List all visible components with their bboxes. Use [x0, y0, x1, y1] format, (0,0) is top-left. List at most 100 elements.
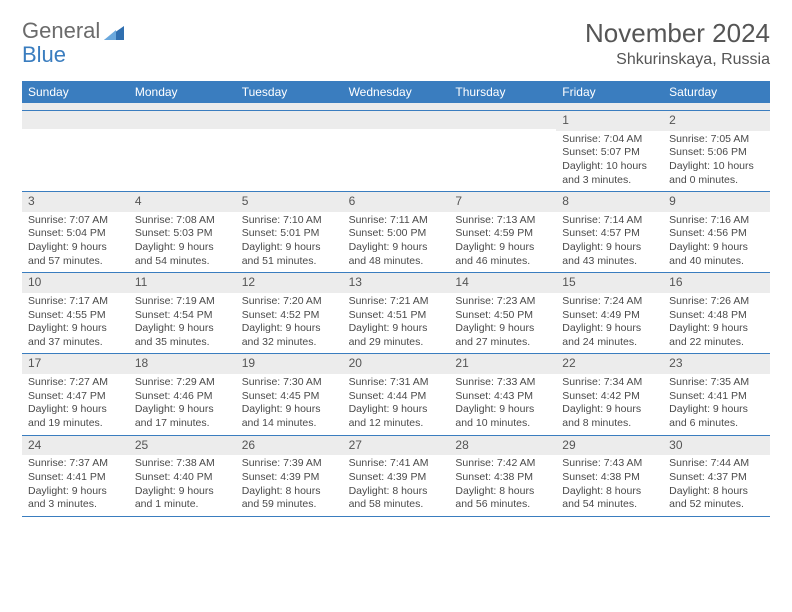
sunrise-text: Sunrise: 7:21 AM — [349, 295, 444, 309]
calendar-day-header: SundayMondayTuesdayWednesdayThursdayFrid… — [22, 81, 770, 103]
sunrise-text: Sunrise: 7:16 AM — [669, 214, 764, 228]
day-number: 26 — [236, 436, 343, 456]
day-body: Sunrise: 7:44 AMSunset: 4:37 PMDaylight:… — [663, 455, 770, 516]
day-body: Sunrise: 7:27 AMSunset: 4:47 PMDaylight:… — [22, 374, 129, 435]
calendar-cell: 25Sunrise: 7:38 AMSunset: 4:40 PMDayligh… — [129, 436, 236, 516]
empty-day-number — [236, 111, 343, 129]
sunset-text: Sunset: 4:46 PM — [135, 390, 230, 404]
daylight-text: Daylight: 9 hours and 3 minutes. — [28, 485, 123, 512]
calendar-cell: 29Sunrise: 7:43 AMSunset: 4:38 PMDayligh… — [556, 436, 663, 516]
day-number: 3 — [22, 192, 129, 212]
day-header-cell: Monday — [129, 81, 236, 103]
day-number: 11 — [129, 273, 236, 293]
sunset-text: Sunset: 4:57 PM — [562, 227, 657, 241]
calendar-cell: 2Sunrise: 7:05 AMSunset: 5:06 PMDaylight… — [663, 111, 770, 191]
empty-day-number — [343, 111, 450, 129]
sunrise-text: Sunrise: 7:41 AM — [349, 457, 444, 471]
daylight-text: Daylight: 10 hours and 3 minutes. — [562, 160, 657, 187]
sunrise-text: Sunrise: 7:35 AM — [669, 376, 764, 390]
day-number: 16 — [663, 273, 770, 293]
empty-day-number — [449, 111, 556, 129]
day-number: 17 — [22, 354, 129, 374]
calendar-cell: 23Sunrise: 7:35 AMSunset: 4:41 PMDayligh… — [663, 354, 770, 434]
calendar-cell: 17Sunrise: 7:27 AMSunset: 4:47 PMDayligh… — [22, 354, 129, 434]
day-header-cell: Friday — [556, 81, 663, 103]
month-title: November 2024 — [585, 18, 770, 49]
calendar-cell: 11Sunrise: 7:19 AMSunset: 4:54 PMDayligh… — [129, 273, 236, 353]
calendar-cell: 4Sunrise: 7:08 AMSunset: 5:03 PMDaylight… — [129, 192, 236, 272]
daylight-text: Daylight: 9 hours and 6 minutes. — [669, 403, 764, 430]
daylight-text: Daylight: 9 hours and 14 minutes. — [242, 403, 337, 430]
sunrise-text: Sunrise: 7:19 AM — [135, 295, 230, 309]
day-number: 30 — [663, 436, 770, 456]
sunset-text: Sunset: 4:43 PM — [455, 390, 550, 404]
daylight-text: Daylight: 9 hours and 17 minutes. — [135, 403, 230, 430]
day-number: 25 — [129, 436, 236, 456]
title-block: November 2024 Shkurinskaya, Russia — [585, 18, 770, 69]
day-number: 29 — [556, 436, 663, 456]
empty-day-number — [129, 111, 236, 129]
sunset-text: Sunset: 4:47 PM — [28, 390, 123, 404]
daylight-text: Daylight: 8 hours and 59 minutes. — [242, 485, 337, 512]
sunrise-text: Sunrise: 7:26 AM — [669, 295, 764, 309]
calendar-cell — [236, 111, 343, 191]
calendar-weeks: 1Sunrise: 7:04 AMSunset: 5:07 PMDaylight… — [22, 111, 770, 517]
daylight-text: Daylight: 9 hours and 48 minutes. — [349, 241, 444, 268]
sunset-text: Sunset: 4:44 PM — [349, 390, 444, 404]
sunrise-text: Sunrise: 7:11 AM — [349, 214, 444, 228]
sunset-text: Sunset: 5:06 PM — [669, 146, 764, 160]
day-body: Sunrise: 7:30 AMSunset: 4:45 PMDaylight:… — [236, 374, 343, 435]
calendar-cell: 18Sunrise: 7:29 AMSunset: 4:46 PMDayligh… — [129, 354, 236, 434]
calendar-week: 24Sunrise: 7:37 AMSunset: 4:41 PMDayligh… — [22, 436, 770, 517]
daylight-text: Daylight: 9 hours and 46 minutes. — [455, 241, 550, 268]
daylight-text: Daylight: 9 hours and 37 minutes. — [28, 322, 123, 349]
sunset-text: Sunset: 4:39 PM — [349, 471, 444, 485]
day-number: 20 — [343, 354, 450, 374]
day-number: 19 — [236, 354, 343, 374]
sunset-text: Sunset: 4:41 PM — [28, 471, 123, 485]
daylight-text: Daylight: 8 hours and 58 minutes. — [349, 485, 444, 512]
sunrise-text: Sunrise: 7:30 AM — [242, 376, 337, 390]
sunset-text: Sunset: 4:50 PM — [455, 309, 550, 323]
day-body: Sunrise: 7:11 AMSunset: 5:00 PMDaylight:… — [343, 212, 450, 273]
sunrise-text: Sunrise: 7:04 AM — [562, 133, 657, 147]
sunrise-text: Sunrise: 7:31 AM — [349, 376, 444, 390]
daylight-text: Daylight: 8 hours and 56 minutes. — [455, 485, 550, 512]
day-body: Sunrise: 7:24 AMSunset: 4:49 PMDaylight:… — [556, 293, 663, 354]
daylight-text: Daylight: 9 hours and 8 minutes. — [562, 403, 657, 430]
calendar-cell: 28Sunrise: 7:42 AMSunset: 4:38 PMDayligh… — [449, 436, 556, 516]
sunset-text: Sunset: 4:42 PM — [562, 390, 657, 404]
day-number: 18 — [129, 354, 236, 374]
day-number: 27 — [343, 436, 450, 456]
calendar-week: 3Sunrise: 7:07 AMSunset: 5:04 PMDaylight… — [22, 192, 770, 273]
day-number: 4 — [129, 192, 236, 212]
sunset-text: Sunset: 4:56 PM — [669, 227, 764, 241]
sunset-text: Sunset: 4:54 PM — [135, 309, 230, 323]
calendar-week: 17Sunrise: 7:27 AMSunset: 4:47 PMDayligh… — [22, 354, 770, 435]
day-number: 24 — [22, 436, 129, 456]
daylight-text: Daylight: 9 hours and 54 minutes. — [135, 241, 230, 268]
calendar-cell: 7Sunrise: 7:13 AMSunset: 4:59 PMDaylight… — [449, 192, 556, 272]
day-body: Sunrise: 7:14 AMSunset: 4:57 PMDaylight:… — [556, 212, 663, 273]
calendar-cell — [449, 111, 556, 191]
sunrise-text: Sunrise: 7:27 AM — [28, 376, 123, 390]
calendar-cell: 19Sunrise: 7:30 AMSunset: 4:45 PMDayligh… — [236, 354, 343, 434]
daylight-text: Daylight: 9 hours and 27 minutes. — [455, 322, 550, 349]
calendar-cell: 5Sunrise: 7:10 AMSunset: 5:01 PMDaylight… — [236, 192, 343, 272]
daylight-text: Daylight: 9 hours and 43 minutes. — [562, 241, 657, 268]
sunrise-text: Sunrise: 7:38 AM — [135, 457, 230, 471]
daylight-text: Daylight: 9 hours and 22 minutes. — [669, 322, 764, 349]
day-number: 14 — [449, 273, 556, 293]
day-number: 22 — [556, 354, 663, 374]
day-body: Sunrise: 7:29 AMSunset: 4:46 PMDaylight:… — [129, 374, 236, 435]
day-body: Sunrise: 7:31 AMSunset: 4:44 PMDaylight:… — [343, 374, 450, 435]
calendar-cell: 6Sunrise: 7:11 AMSunset: 5:00 PMDaylight… — [343, 192, 450, 272]
daylight-text: Daylight: 9 hours and 57 minutes. — [28, 241, 123, 268]
day-body: Sunrise: 7:20 AMSunset: 4:52 PMDaylight:… — [236, 293, 343, 354]
calendar-cell: 22Sunrise: 7:34 AMSunset: 4:42 PMDayligh… — [556, 354, 663, 434]
sunset-text: Sunset: 4:39 PM — [242, 471, 337, 485]
sunrise-text: Sunrise: 7:14 AM — [562, 214, 657, 228]
day-number: 13 — [343, 273, 450, 293]
daylight-text: Daylight: 10 hours and 0 minutes. — [669, 160, 764, 187]
calendar-week: 10Sunrise: 7:17 AMSunset: 4:55 PMDayligh… — [22, 273, 770, 354]
